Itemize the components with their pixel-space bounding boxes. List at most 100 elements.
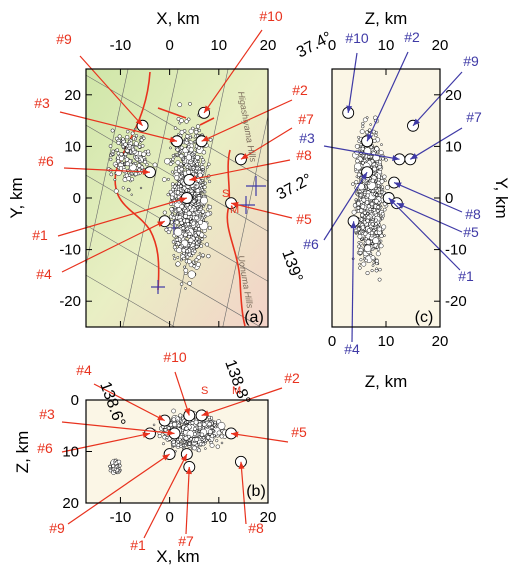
panel-b-callout-arrowhead xyxy=(201,410,210,417)
panel-c-event xyxy=(376,205,381,209)
panel-a-event xyxy=(186,210,192,216)
panel-c-event xyxy=(371,226,375,230)
panel-a-event xyxy=(191,126,195,131)
panel-b-event xyxy=(206,435,211,440)
panel-c-callout-arrow xyxy=(351,221,355,343)
panel-a-event xyxy=(195,188,201,194)
panel-a-event xyxy=(201,179,204,182)
panel-a-event xyxy=(191,246,195,249)
panel-b-s-label: S xyxy=(201,385,208,397)
panel-c-event xyxy=(359,258,363,262)
lon-label-139: 139° xyxy=(278,248,305,285)
panel-a-event xyxy=(109,157,113,162)
panel-c-callout-arrowhead xyxy=(396,203,405,209)
panel-a-event xyxy=(110,128,115,133)
panel-a-event xyxy=(197,160,201,163)
panel-a-event xyxy=(139,186,143,190)
panel-a-event xyxy=(188,237,194,243)
panel-b-event xyxy=(202,422,207,427)
panel-a-event xyxy=(185,255,190,259)
panel-b-event xyxy=(113,470,116,473)
panel-a-event xyxy=(202,185,207,190)
panel-a-event xyxy=(132,155,136,159)
panel-a-event xyxy=(192,264,196,268)
panel-b-event xyxy=(210,425,214,430)
panel-a-xlabel: X, km xyxy=(156,9,199,28)
panel-c-event xyxy=(375,160,379,164)
panel-a-event xyxy=(143,160,148,165)
panel-c-event xyxy=(351,209,357,215)
panel-a-callout-arrowhead xyxy=(204,105,211,113)
panel-c-event xyxy=(354,231,358,234)
panel-c-event xyxy=(377,277,382,282)
panel-c-event xyxy=(377,164,382,170)
panel-a-event xyxy=(198,167,201,171)
panel-a-event xyxy=(190,254,194,258)
panel-a-event xyxy=(170,182,175,186)
panel-c-event xyxy=(380,185,385,189)
panel-a-seismicity xyxy=(106,101,213,290)
panel-a-event xyxy=(126,141,130,145)
panel-b-event xyxy=(152,423,156,427)
panel-a-event xyxy=(139,135,143,139)
panel-a-event xyxy=(191,186,195,190)
panel-b-event xyxy=(176,443,181,447)
panel-c-event xyxy=(383,234,386,237)
panel-a-event xyxy=(182,161,186,165)
panel-a-ytick-label: 10 xyxy=(64,138,81,155)
panel-c-event xyxy=(372,261,376,265)
panel-a-event xyxy=(124,157,130,162)
panel-b-event xyxy=(176,423,181,428)
panel-c-event xyxy=(362,195,365,199)
panel-b-event xyxy=(113,459,117,462)
panel-a-event xyxy=(186,169,192,175)
panel-a-event xyxy=(201,158,205,162)
panel-c-event xyxy=(360,204,366,209)
panel-a-callout-label: #4 xyxy=(36,266,52,282)
panel-a-event xyxy=(137,167,142,172)
panel-c-xlabel-top: Z, km xyxy=(365,9,408,28)
panel-b-callout-arrowhead xyxy=(162,454,170,461)
panel-a-event xyxy=(182,157,185,161)
panel-b-callout-arrow xyxy=(143,453,188,539)
panel-a-event xyxy=(133,127,137,131)
panel-b-letter: (b) xyxy=(246,483,266,500)
panel-a-event xyxy=(174,175,180,181)
panel-c-xtick-label-bottom: 20 xyxy=(432,333,449,350)
panel-a-event xyxy=(171,154,175,157)
panel-a-event xyxy=(187,188,191,193)
panel-b-event xyxy=(198,429,201,433)
panel-c-callout-label: #8 xyxy=(465,206,481,222)
panel-b-event xyxy=(171,417,177,422)
panel-a-event xyxy=(166,193,170,197)
panel-c-event xyxy=(379,179,385,184)
panel-c-callout-arrow xyxy=(412,71,463,127)
panel-c-event xyxy=(364,237,368,241)
panel-c-event xyxy=(357,241,361,244)
panel-a-event xyxy=(195,241,199,245)
panel-c-callout-arrowhead xyxy=(394,182,402,189)
panel-a-event xyxy=(126,129,130,134)
panel-a-ytick-label: -20 xyxy=(59,293,81,310)
panel-c-event xyxy=(370,178,375,183)
panel-c-event xyxy=(384,158,388,162)
panel-a-event xyxy=(123,152,128,157)
panel-a-event xyxy=(181,226,186,231)
panel-a-event xyxy=(167,226,173,232)
panel-a-event xyxy=(173,257,177,261)
panel-a-event xyxy=(176,187,181,191)
panel-a-event xyxy=(185,138,189,142)
panel-b-callout-label: #5 xyxy=(291,424,307,440)
panel-c-event xyxy=(380,211,385,216)
panel-a-callout-arrow xyxy=(57,197,188,237)
panel-a-event xyxy=(130,131,135,136)
panel-c-event xyxy=(369,123,372,126)
panel-a-event xyxy=(111,149,115,153)
panel-b-event xyxy=(193,426,197,431)
panel-b-event xyxy=(170,439,173,442)
panel-b-event xyxy=(166,426,171,430)
panel-a-event xyxy=(119,156,125,162)
panel-b-xtick-label: 10 xyxy=(210,509,227,526)
panel-c-xtick-label-top: 20 xyxy=(432,37,449,54)
